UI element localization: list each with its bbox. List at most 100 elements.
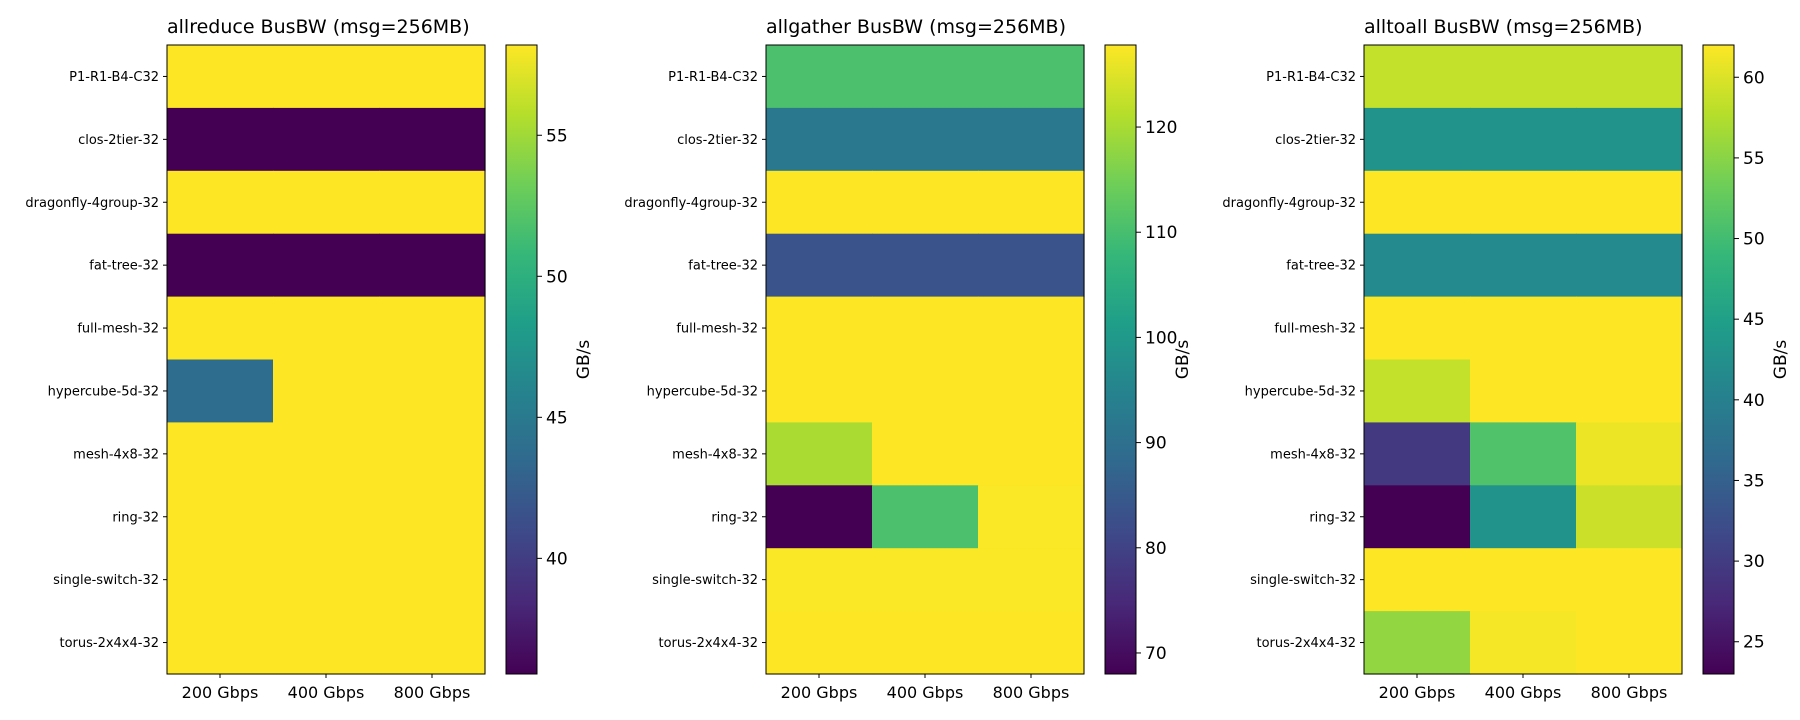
heatmap-cell bbox=[379, 548, 486, 612]
heatmap-cell bbox=[167, 611, 274, 675]
heatmap-panel-2: allgather BusBW (msg=256MB) P1-R1-B4-C32 c… bbox=[624, 16, 1193, 702]
y-tick-label: dragonfly-4group-32 bbox=[25, 196, 159, 211]
colorbar-tick-label: 100 bbox=[1145, 328, 1177, 348]
heatmap-cell bbox=[872, 296, 979, 361]
heatmap-cell bbox=[872, 170, 979, 235]
heatmap-cell bbox=[1364, 485, 1471, 549]
heatmap-cell bbox=[978, 422, 1085, 486]
y-tick-label: dragonfly-4group-32 bbox=[624, 196, 758, 211]
y-tick-label: full-mesh-32 bbox=[676, 322, 758, 337]
heatmap-cell bbox=[978, 548, 1085, 612]
heatmap-cell bbox=[872, 45, 979, 109]
x-tick-label: 200 Gbps bbox=[1379, 683, 1456, 702]
heatmap-cell bbox=[1364, 107, 1471, 172]
heatmap-cell bbox=[167, 233, 274, 298]
colorbar-tick-label: 60 bbox=[1743, 68, 1765, 88]
heatmap-cell bbox=[1470, 548, 1577, 612]
heatmap-cell bbox=[1576, 45, 1683, 109]
y-tick-label: P1-R1-B4-C32 bbox=[69, 70, 159, 85]
heatmap-cell bbox=[766, 170, 873, 235]
heatmap-cell bbox=[872, 233, 979, 298]
heatmap-cell bbox=[1470, 107, 1577, 172]
y-tick-label: ring-32 bbox=[711, 510, 758, 525]
heatmap-cell bbox=[273, 45, 380, 109]
heatmap-cell bbox=[978, 233, 1085, 298]
colorbar bbox=[505, 44, 538, 675]
heatmap-cell bbox=[1470, 359, 1577, 423]
heatmap-cell bbox=[1470, 422, 1577, 486]
heatmap-cell bbox=[1576, 107, 1683, 172]
heatmap-cell bbox=[978, 296, 1085, 361]
heatmap-cell bbox=[1470, 170, 1577, 235]
colorbar bbox=[1702, 44, 1735, 675]
heatmap-cell bbox=[379, 45, 486, 109]
x-tick-label: 400 Gbps bbox=[1485, 683, 1562, 702]
heatmap-cell bbox=[978, 359, 1085, 423]
colorbar-tick-label: 25 bbox=[1743, 633, 1765, 653]
colorbar-tick-label: 90 bbox=[1145, 434, 1167, 454]
chart-title: allgather BusBW (msg=256MB) bbox=[766, 16, 1066, 38]
heatmap-cell bbox=[167, 359, 274, 423]
chart-title: allreduce BusBW (msg=256MB) bbox=[167, 16, 470, 38]
colorbar-tick-label: 30 bbox=[1743, 552, 1765, 572]
colorbar-tick-label: 45 bbox=[546, 408, 568, 428]
heatmap-cell bbox=[1364, 422, 1471, 486]
heatmap-cell bbox=[379, 485, 486, 549]
colorbar-tick-label: 110 bbox=[1145, 223, 1177, 243]
heatmap-cell bbox=[273, 422, 380, 486]
y-tick-label: fat-tree-32 bbox=[688, 259, 758, 274]
heatmap-cell bbox=[273, 107, 380, 172]
heatmap-cell bbox=[872, 548, 979, 612]
heatmap-cell bbox=[872, 359, 979, 423]
heatmap-cell bbox=[978, 170, 1085, 235]
heatmap-cell bbox=[978, 45, 1085, 109]
colorbar-label: GB/s bbox=[1771, 340, 1791, 380]
heatmap-cell bbox=[167, 107, 274, 172]
heatmap-cell bbox=[379, 296, 486, 361]
y-tick-label: single-switch-32 bbox=[652, 573, 758, 588]
heatmap-cell bbox=[766, 233, 873, 298]
y-tick-label: P1-R1-B4-C32 bbox=[1266, 70, 1356, 85]
heatmap-cell bbox=[167, 422, 274, 486]
heatmap-cell bbox=[1576, 611, 1683, 675]
y-tick-label: mesh-4x8-32 bbox=[73, 447, 159, 462]
heatmap-cell bbox=[1576, 548, 1683, 612]
colorbar-tick-label: 55 bbox=[1743, 149, 1765, 169]
heatmap-cell bbox=[872, 422, 979, 486]
colorbar-tick-label: 45 bbox=[1743, 310, 1765, 330]
y-tick-label: single-switch-32 bbox=[1250, 573, 1356, 588]
heatmap-cell bbox=[766, 422, 873, 486]
heatmap-cell bbox=[273, 485, 380, 549]
heatmap-cell bbox=[379, 107, 486, 172]
heatmap-cell bbox=[273, 296, 380, 361]
colorbar-tick-label: 70 bbox=[1145, 644, 1167, 664]
x-tick-label: 400 Gbps bbox=[288, 683, 365, 702]
y-tick-label: torus-2x4x4-32 bbox=[1256, 636, 1356, 651]
x-tick-label: 800 Gbps bbox=[993, 683, 1070, 702]
heatmap-cell bbox=[1470, 45, 1577, 109]
x-tick-label: 400 Gbps bbox=[887, 683, 964, 702]
heatmap-cell bbox=[1576, 422, 1683, 486]
y-tick-label: ring-32 bbox=[1309, 510, 1356, 525]
heatmap-cell bbox=[978, 611, 1085, 675]
heatmap-cell bbox=[379, 359, 486, 423]
colorbar-label: GB/s bbox=[1173, 340, 1193, 380]
heatmap-cell bbox=[273, 170, 380, 235]
y-tick-label: hypercube-5d-32 bbox=[1245, 384, 1356, 399]
heatmap-cell bbox=[766, 45, 873, 109]
y-tick-label: mesh-4x8-32 bbox=[672, 447, 758, 462]
heatmap-cell bbox=[978, 107, 1085, 172]
y-tick-label: hypercube-5d-32 bbox=[647, 384, 758, 399]
heatmap-cell bbox=[1576, 359, 1683, 423]
heatmap-cell bbox=[872, 107, 979, 172]
x-tick-label: 200 Gbps bbox=[182, 683, 259, 702]
heatmap-cell bbox=[379, 170, 486, 235]
heatmap-panel-3: alltoall BusBW (msg=256MB) P1-R1-B4-C32 cl… bbox=[1222, 16, 1791, 702]
colorbar-tick-label: 50 bbox=[1743, 230, 1765, 250]
y-tick-label: fat-tree-32 bbox=[89, 259, 159, 274]
colorbar-tick-label: 50 bbox=[546, 267, 568, 287]
heatmap-cell bbox=[167, 170, 274, 235]
heatmap-panel-1: allreduce BusBW (msg=256MB) P1-R1-B4-C32 c… bbox=[25, 16, 594, 702]
colorbar-tick-label: 80 bbox=[1145, 539, 1167, 559]
